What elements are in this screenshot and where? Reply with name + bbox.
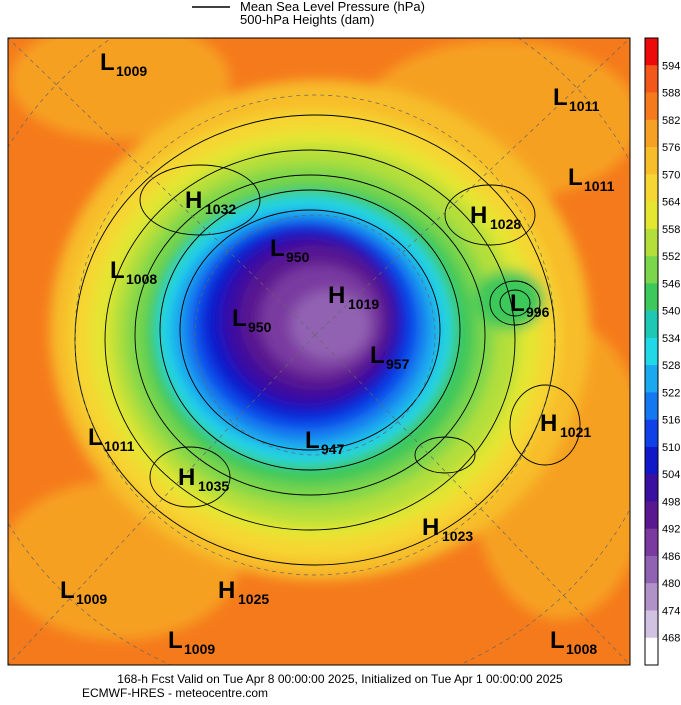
- pressure-center-value: 1009: [116, 63, 147, 79]
- colorbar-band: [645, 528, 658, 557]
- colorbar-frame: [644, 37, 659, 666]
- pressure-center-kind: L: [305, 427, 320, 454]
- pressure-center-kind: H: [328, 282, 345, 309]
- footer-source: ECMWF-HRES - meteocentre.com: [82, 686, 268, 700]
- pressure-center-kind: H: [185, 187, 202, 214]
- colorbar-band: [645, 610, 658, 639]
- pressure-center-kind: L: [88, 424, 103, 451]
- colorbar-band: [645, 446, 658, 475]
- pressure-center-kind: H: [218, 577, 235, 604]
- colorbar-band: [645, 637, 658, 666]
- colorbar-label: 594: [662, 60, 680, 72]
- colorbar-label: 492: [662, 524, 680, 536]
- colorbar-label: 534: [662, 333, 680, 345]
- pressure-center-kind: L: [110, 257, 125, 284]
- pressure-center-value: 1011: [104, 438, 135, 454]
- pressure-center-kind: L: [510, 290, 525, 317]
- legend-line-label: Mean Sea Level Pressure (hPa): [240, 0, 425, 14]
- colorbar-band: [645, 419, 658, 448]
- colorbar-band: [645, 174, 658, 202]
- colorbar-label: 564: [662, 197, 680, 209]
- pressure-center-value: 1035: [198, 478, 229, 494]
- colorbar-band: [645, 583, 658, 611]
- colorbar-label: 504: [662, 469, 680, 481]
- pressure-center-kind: L: [550, 627, 565, 654]
- colorbar-band: [645, 283, 658, 311]
- colorbar-band: [645, 119, 658, 148]
- pressure-center-value: 1009: [184, 641, 215, 657]
- colorbar-band: [645, 65, 658, 93]
- colorbar-label: 516: [662, 415, 680, 427]
- pressure-center-kind: L: [60, 577, 75, 604]
- colorbar-label: 546: [662, 278, 680, 290]
- colorbar-band: [645, 501, 658, 529]
- colorbar-band: [645, 310, 658, 339]
- legend-fill-label: 500-hPa Heights (dam): [240, 12, 374, 27]
- colorbar-band: [645, 92, 658, 121]
- colorbar-label: 582: [662, 115, 680, 127]
- colorbar-label: 576: [662, 142, 680, 154]
- colorbar-band: [645, 337, 658, 366]
- colorbar-band: [645, 147, 658, 175]
- colorbar-band: [645, 228, 658, 257]
- colorbar-label: 540: [662, 306, 680, 318]
- pressure-center-value: 1019: [348, 296, 379, 312]
- colorbar-label: 558: [662, 224, 680, 236]
- colorbar-label: 528: [662, 360, 680, 372]
- pressure-center-value: 1011: [569, 98, 600, 114]
- colorbar-band: [645, 38, 658, 66]
- pressure-center-value: 1008: [126, 271, 157, 287]
- pressure-center-value: 1023: [442, 528, 473, 544]
- pressure-center-kind: H: [422, 514, 439, 541]
- pressure-center-kind: L: [270, 235, 285, 262]
- pressure-center-kind: L: [232, 305, 247, 332]
- pressure-center-kind: H: [540, 410, 557, 437]
- colorbar-label: 570: [662, 169, 680, 181]
- pressure-center-value: 950: [248, 319, 272, 335]
- pressure-center-value: 1021: [560, 424, 591, 440]
- colorbar-label: 588: [662, 88, 680, 100]
- pressure-center-kind: H: [470, 202, 487, 229]
- colorbar-band: [645, 474, 658, 502]
- pressure-center-value: 1028: [490, 216, 521, 232]
- pressure-center-kind: L: [370, 342, 385, 369]
- pressure-center-kind: L: [100, 49, 115, 76]
- pressure-center-value: 950: [286, 249, 310, 265]
- pressure-center-kind: L: [553, 84, 568, 111]
- pressure-center-value: 957: [386, 356, 410, 372]
- colorbar-band: [645, 201, 658, 230]
- map-frame: [7, 37, 631, 666]
- pressure-center-value: 1009: [76, 591, 107, 607]
- colorbar-label: 474: [662, 605, 680, 617]
- footer-valid: 168-h Fcst Valid on Tue Apr 8 00:00:00 2…: [117, 672, 563, 686]
- pressure-center-value: 1011: [584, 178, 615, 194]
- colorbar-band: [645, 365, 658, 393]
- colorbar-label: 468: [662, 633, 680, 645]
- pressure-center-value: 1032: [205, 201, 236, 217]
- pressure-center-value: 947: [321, 441, 345, 457]
- colorbar-label: 486: [662, 551, 680, 563]
- map-field: [8, 38, 630, 665]
- pressure-center-value: 1025: [238, 591, 269, 607]
- colorbar-label: 498: [662, 496, 680, 508]
- colorbar-label: 552: [662, 251, 680, 263]
- pressure-center-kind: L: [168, 627, 183, 654]
- pressure-center-value: 996: [526, 304, 550, 320]
- colorbar-band: [645, 392, 658, 420]
- colorbar-label: 522: [662, 387, 680, 399]
- pressure-center-kind: L: [568, 164, 583, 191]
- pressure-center-value: 1008: [566, 641, 597, 657]
- pressure-center-kind: H: [178, 464, 195, 491]
- colorbar-band: [645, 256, 658, 284]
- colorbar-label: 480: [662, 578, 680, 590]
- colorbar-label: 510: [662, 442, 680, 454]
- colorbar-band: [645, 555, 658, 584]
